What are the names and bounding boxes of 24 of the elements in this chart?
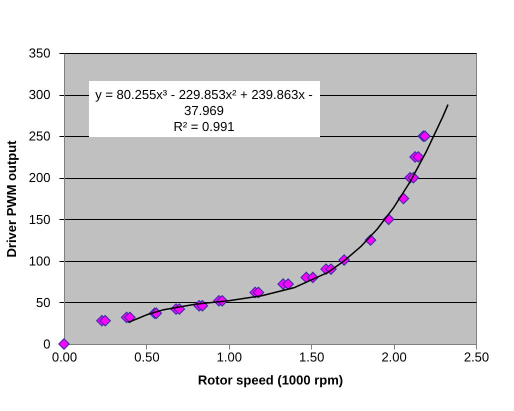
y-tick-label: 350 <box>28 46 50 60</box>
y-tick-label: 50 <box>36 294 50 310</box>
point <box>124 312 136 324</box>
x-tick-label: 1.00 <box>216 350 242 364</box>
y-tick-label: 150 <box>28 212 50 227</box>
y-tick-label: 300 <box>28 87 50 102</box>
x-axis-title: Rotor speed (1000 rpm) <box>198 372 344 388</box>
y-tick-label: 250 <box>28 128 50 144</box>
y-tick-label: 200 <box>28 170 50 186</box>
annotation: y = 80.255x³ - 229.853x² + 239.863x - 37.969 <box>95 87 313 118</box>
y-axis-title: Driver PWM output <box>4 140 19 258</box>
x-tick-label: 0.50 <box>134 350 160 364</box>
annotation: R² = 0.991 <box>173 119 235 134</box>
y-tick-label: 0 <box>43 336 50 352</box>
point <box>58 338 70 350</box>
point <box>412 151 424 163</box>
x-tick-label: 1.50 <box>299 350 324 364</box>
point <box>252 286 264 298</box>
x-tick-label: 0.00 <box>52 350 78 364</box>
x-tick-label: 2.50 <box>464 350 490 364</box>
x-tick-label: 2.00 <box>381 350 407 364</box>
point <box>282 278 294 290</box>
point <box>99 314 111 326</box>
y-tick-label: 100 <box>28 253 50 268</box>
